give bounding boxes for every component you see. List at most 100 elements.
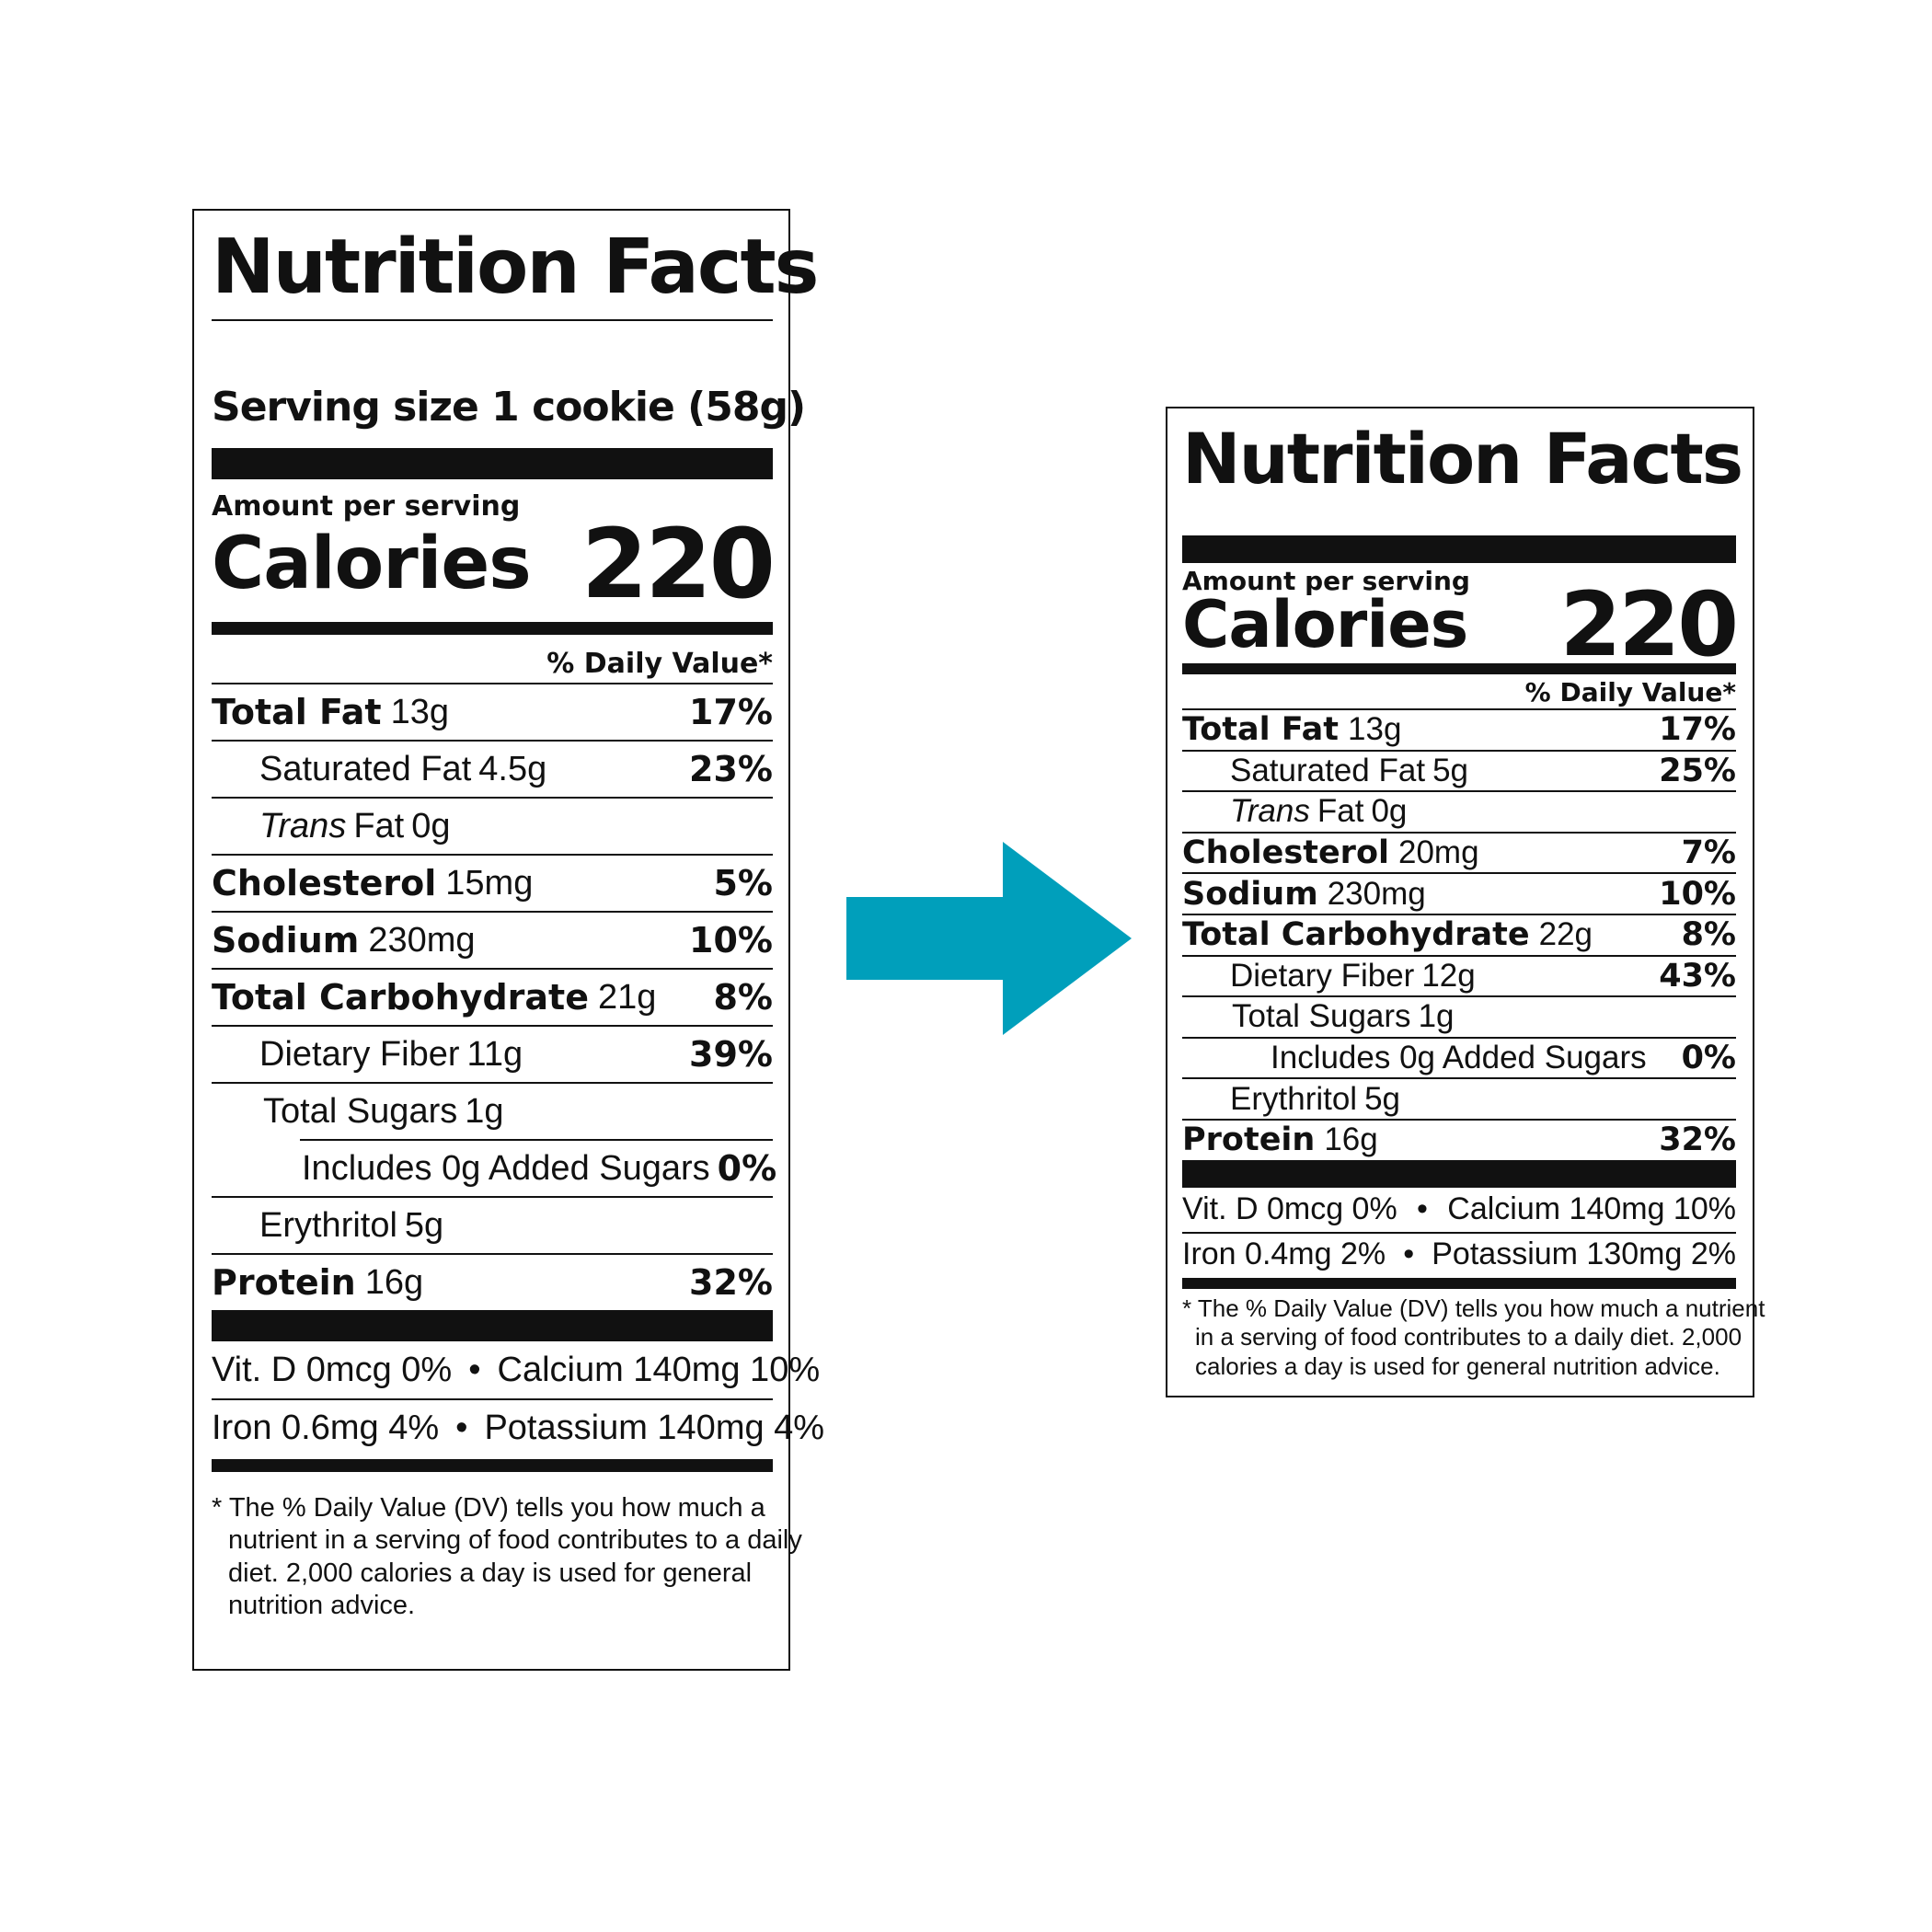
daily-value-header: % Daily Value*: [546, 648, 773, 680]
nutrient-name: Includes 0g Added Sugars: [302, 1148, 710, 1188]
nutrient-name: Cholesterol: [212, 863, 437, 903]
bullet-separator: •: [1403, 1236, 1415, 1272]
nutrient-name: Erythritol: [259, 1205, 397, 1245]
nutrient-name-group: Protein 16g: [212, 1262, 423, 1303]
vitamin-left: Iron 0.4mg 2%: [1182, 1236, 1386, 1272]
nutrient-name: Cholesterol: [1182, 834, 1389, 872]
nutrient-name: Saturated Fat: [1230, 752, 1426, 788]
nutrient-row: Saturated Fat 4.5g 23%: [212, 740, 773, 797]
nutrient-list: Total Fat 13g 17% Saturated Fat 5g 25% Trans Fa…: [1182, 708, 1736, 1160]
vitamin-list: Vit. D 0mcg 0% • Calcium 140mg 10% Iron 0.6…: [212, 1341, 824, 1455]
divider: [212, 319, 773, 321]
footnote-line: in a serving of food contributes to a da…: [1195, 1323, 1742, 1351]
serving-size: Serving size 1 cookie (58g): [212, 384, 806, 431]
nutrient-daily-value: 8%: [713, 977, 773, 1018]
footnote-line: nutrition advice.: [228, 1591, 416, 1621]
nutrient-row: Total Sugars 1g: [212, 1082, 773, 1139]
nutrient-name-group: Cholesterol 20mg: [1182, 834, 1479, 871]
nutrient-row: Total Sugars 1g: [1182, 995, 1736, 1037]
vitamin-right: Calcium 140mg 10%: [1447, 1191, 1736, 1227]
nutrient-amount: 12g: [1421, 957, 1476, 994]
nutrient-name: Fat: [353, 806, 405, 845]
medium-bar: [212, 622, 773, 635]
nutrient-name-group: Total Fat 13g: [212, 692, 449, 732]
footnote-line: nutrient in a serving of food contribute…: [228, 1525, 802, 1556]
thick-bar: [1182, 535, 1736, 563]
nutrient-daily-value: 43%: [1659, 957, 1736, 995]
vitamin-list: Vit. D 0mcg 0% • Calcium 140mg 10% Iron 0.4…: [1182, 1188, 1736, 1276]
nutrient-name: Total Fat: [212, 692, 382, 732]
nutrient-name: Includes 0g Added Sugars: [1271, 1040, 1647, 1076]
vitamin-left: Iron 0.6mg 4%: [212, 1408, 440, 1447]
nutrient-name-group: Total Sugars 1g: [1182, 998, 1455, 1035]
nutrient-name-group: Saturated Fat 5g: [1182, 753, 1468, 789]
nutrient-daily-value: 17%: [689, 692, 773, 732]
nutrient-name: Sodium: [1182, 875, 1318, 913]
footnote: * The % Daily Value (DV) tells you how m…: [1182, 1294, 1765, 1382]
nutrient-row: Saturated Fat 5g 25%: [1182, 749, 1736, 791]
nutrient-daily-value: 5%: [713, 863, 773, 903]
nutrient-amount: 16g: [1324, 1121, 1378, 1158]
nutrient-name-group: Includes 0g Added Sugars: [300, 1149, 718, 1189]
nutrient-amount: 5g: [404, 1205, 444, 1245]
nutrient-row: Erythritol 5g: [212, 1196, 773, 1253]
bullet-separator: •: [455, 1408, 468, 1447]
nutrient-name: Dietary Fiber: [1230, 957, 1415, 994]
calories-value: 220: [1559, 573, 1739, 676]
label-title: Nutrition Facts: [212, 224, 819, 311]
vitamin-left: Vit. D 0mcg 0%: [1182, 1191, 1397, 1227]
nutrient-amount: 0g: [1371, 793, 1408, 830]
nutrient-row: Protein 16g 32%: [1182, 1118, 1736, 1160]
nutrient-name-group: Total Carbohydrate 21g: [212, 977, 656, 1018]
nutrient-name: Total Fat: [1182, 711, 1340, 749]
nutrient-name-group: Dietary Fiber 11g: [212, 1035, 523, 1075]
nutrient-name-group: Erythritol 5g: [212, 1206, 443, 1246]
vitamin-row: Vit. D 0mcg 0% • Calcium 140mg 10%: [212, 1341, 820, 1398]
nutrient-amount: 15mg: [445, 863, 534, 903]
footnote-line: * The % Daily Value (DV) tells you how m…: [1182, 1294, 1765, 1322]
vitamin-row: Iron 0.6mg 4% • Potassium 140mg 4%: [212, 1398, 824, 1455]
nutrient-amount: 230mg: [1327, 875, 1426, 912]
nutrient-name-group: Dietary Fiber 12g: [1182, 958, 1476, 995]
nutrient-row: Total Carbohydrate 21g 8%: [212, 968, 773, 1025]
bullet-separator: •: [1417, 1191, 1428, 1227]
nutrient-amount: 0g: [411, 806, 451, 845]
right-arrow-icon: [846, 842, 1132, 1035]
medium-bar: [212, 1459, 773, 1472]
nutrient-name-group: Total Sugars 1g: [212, 1092, 504, 1132]
calories-row: Calories 220: [212, 508, 776, 620]
nutrient-name-group: Total Fat 13g: [1182, 711, 1401, 748]
nutrient-name-group: Erythritol 5g: [1182, 1081, 1400, 1118]
nutrient-name-group: Trans Fat 0g: [212, 807, 451, 846]
thick-bar: [212, 1310, 773, 1341]
nutrient-name-group: Saturated Fat 4.5g: [212, 750, 546, 789]
nutrient-row: Total Carbohydrate 22g 8%: [1182, 913, 1736, 955]
vitamin-row: Vit. D 0mcg 0% • Calcium 140mg 10%: [1182, 1188, 1736, 1232]
nutrient-amount: 4.5g: [478, 749, 547, 788]
nutrient-name-group: Total Carbohydrate 22g: [1182, 916, 1593, 953]
nutrient-name-group: Sodium 230mg: [212, 920, 476, 960]
vitamin-right: Potassium 140mg 4%: [484, 1408, 825, 1447]
nutrient-name: Protein: [1182, 1121, 1316, 1159]
amount-per-serving: Amount per serving: [212, 490, 521, 523]
nutrient-name: Saturated Fat: [259, 749, 472, 788]
thick-bar: [212, 448, 773, 479]
footnote-line: diet. 2,000 calories a day is used for g…: [228, 1558, 753, 1588]
nutrient-name-group: Protein 16g: [1182, 1121, 1378, 1158]
nutrient-row: Includes 0g Added Sugars 0%: [1182, 1036, 1736, 1078]
footnote: * The % Daily Value (DV) tells you how m…: [212, 1492, 802, 1623]
thick-bar: [1182, 1159, 1736, 1188]
nutrient-list: Total Fat 13g 17% Saturated Fat 4.5g 23% Trans…: [212, 683, 776, 1310]
nutrient-name: Fat: [1317, 793, 1364, 830]
medium-bar: [1182, 1277, 1736, 1289]
calories-label: Calories: [212, 523, 532, 605]
nutrient-row: Protein 16g 32%: [212, 1253, 773, 1310]
medium-bar: [1182, 663, 1736, 674]
vitamin-right: Potassium 130mg 2%: [1432, 1236, 1736, 1272]
nutrient-daily-value: 32%: [1659, 1121, 1736, 1159]
calories-value: 220: [581, 508, 776, 620]
nutrient-row: Total Fat 13g 17%: [212, 683, 773, 740]
nutrient-row: Total Fat 13g 17%: [1182, 708, 1736, 750]
amount-per-serving: Amount per serving: [1182, 566, 1470, 596]
nutrient-row: Trans Fat 0g: [212, 797, 773, 854]
